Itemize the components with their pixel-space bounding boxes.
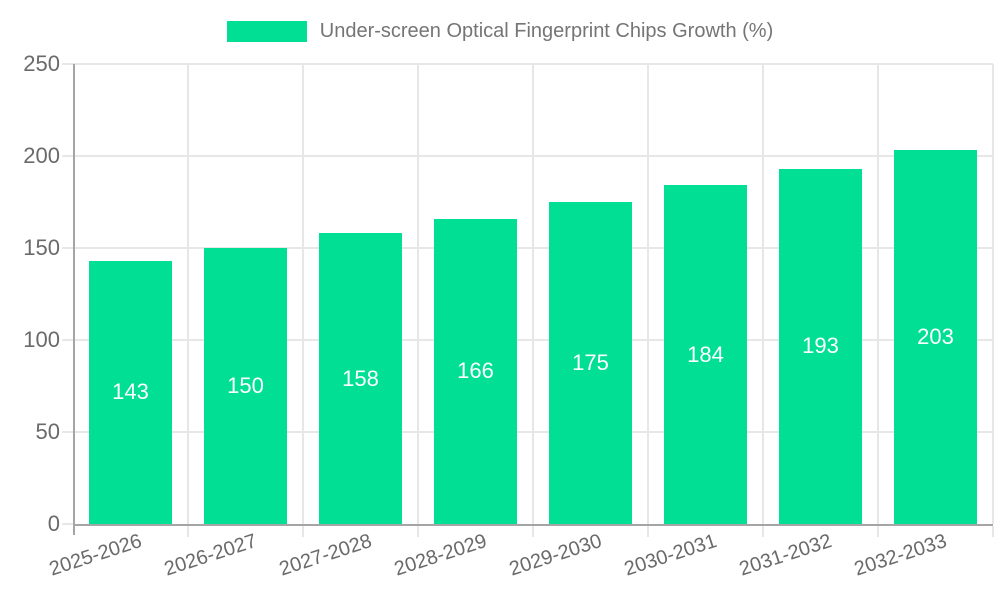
y-tick-mark [62,523,73,525]
legend[interactable]: Under-screen Optical Fingerprint Chips G… [0,20,1000,43]
y-axis-tick-label: 0 [47,511,60,536]
x-gridline [877,64,879,524]
y-tick-mark [62,431,73,433]
x-gridline [187,64,189,524]
x-tick-mark [302,526,304,537]
x-tick-mark [417,526,419,537]
y-axis-tick-label: 250 [23,51,60,76]
x-axis-tick-label: 2030-2031 [621,530,720,581]
bar-value-label: 175 [572,350,609,375]
legend-swatch [226,21,307,42]
y-axis-tick-label: 100 [23,327,60,352]
x-axis-tick-label: 2027-2028 [276,530,375,581]
x-tick-mark [762,526,764,537]
y-tick-mark [62,155,73,157]
y-axis-tick-label: 150 [23,235,60,260]
x-axis-tick-label: 2031-2032 [736,530,835,581]
legend-label: Under-screen Optical Fingerprint Chips G… [319,20,774,42]
x-axis-line [73,524,993,526]
x-axis-tick-label: 2026-2027 [161,530,260,581]
x-tick-mark [877,526,879,537]
bar: 143 [89,260,172,524]
x-tick-mark [647,526,649,537]
bar-value-label: 166 [457,358,494,384]
bar: 203 [894,150,977,524]
x-axis-tick-label: 2025-2026 [46,530,145,581]
bar-value-label: 150 [227,373,264,398]
bar-value-label: 158 [342,365,379,391]
x-tick-mark [992,526,994,537]
x-axis-tick-label: 2029-2030 [506,530,605,581]
y-axis-tick-label: 200 [23,143,60,168]
bar: 193 [779,168,862,524]
bar-value-label: 184 [687,341,724,367]
x-axis-tick-label: 2032-2033 [851,530,950,581]
y-axis-tick-label: 50 [35,419,60,444]
x-gridline [647,64,649,524]
x-gridline [762,64,764,524]
y-axis-line [73,64,75,535]
bar: 158 [319,233,402,524]
bar: 166 [434,218,517,524]
bar-value-label: 203 [917,324,954,350]
bar: 175 [549,202,632,524]
bar: 150 [204,248,287,524]
bar: 184 [664,185,747,524]
x-gridline [992,64,994,524]
y-tick-mark [62,63,73,65]
x-tick-mark [532,526,534,537]
x-gridline [532,64,534,524]
x-axis-tick-label: 2028-2029 [391,530,490,581]
bar-value-label: 193 [802,333,839,359]
y-tick-mark [62,247,73,249]
x-gridline [417,64,419,524]
y-tick-mark [62,339,73,341]
x-gridline [302,64,304,524]
x-tick-mark [187,526,189,537]
bar-value-label: 143 [112,379,149,405]
